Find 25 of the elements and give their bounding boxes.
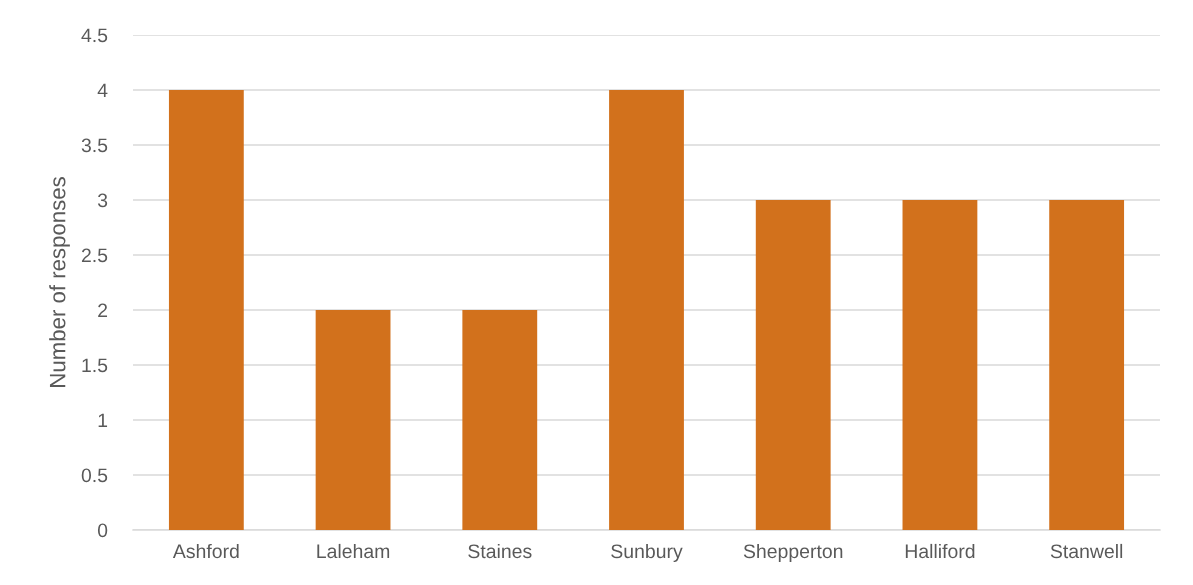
x-tick-label: Staines <box>468 543 532 559</box>
bar <box>609 90 684 530</box>
bar <box>315 310 391 530</box>
y-tick-label: 2 <box>98 303 108 318</box>
y-axis-title: Number of responses <box>49 177 70 387</box>
y-tick-label: 3.5 <box>81 138 108 153</box>
bar <box>902 200 978 530</box>
x-tick-label: Laleham <box>317 543 390 559</box>
x-tick-label: Halliford <box>905 543 975 559</box>
x-tick-label: Ashford <box>172 543 239 559</box>
y-tick-label: 3 <box>97 193 108 208</box>
bar <box>462 310 538 530</box>
x-tick-label: Stanwell <box>1050 543 1123 559</box>
y-tick-label: 2.5 <box>81 248 108 263</box>
bar <box>168 90 244 530</box>
bar <box>1049 200 1125 530</box>
y-tick-label: 0 <box>97 523 108 538</box>
y-tick-label: 1 <box>98 413 108 428</box>
x-tick-label: Shepperton <box>743 543 843 563</box>
bar <box>755 200 831 530</box>
y-tick-label: 1.5 <box>82 358 108 373</box>
y-tick-label: 4 <box>97 83 108 98</box>
x-tick-label: Sunbury <box>611 543 683 563</box>
y-tick-label: 4.5 <box>81 28 108 43</box>
y-tick-label: 0.5 <box>81 468 108 483</box>
